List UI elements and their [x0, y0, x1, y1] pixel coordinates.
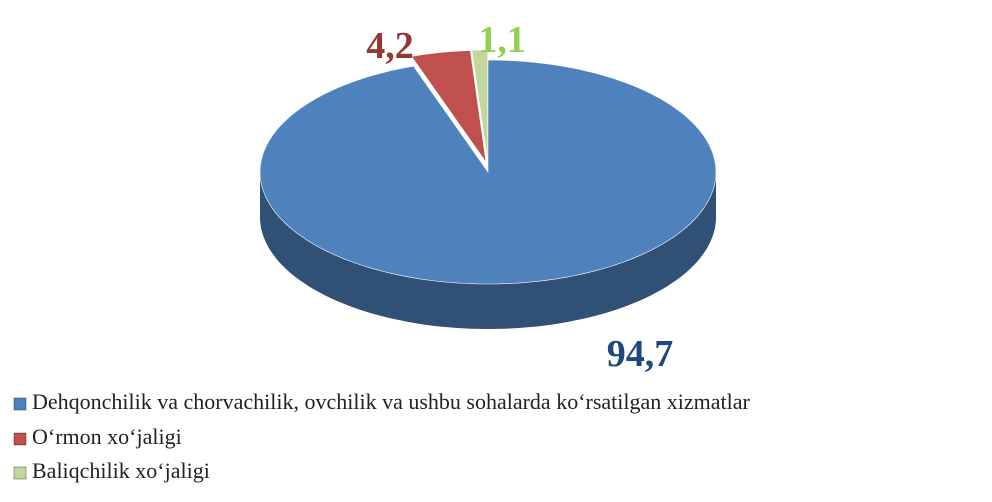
legend-swatch [13, 397, 27, 411]
data-label: 94,7 [607, 333, 674, 375]
slice [259, 59, 717, 285]
slice-side [260, 172, 716, 329]
slice-side-shade [260, 172, 716, 329]
legend-swatch [13, 432, 27, 446]
legend-swatch [13, 466, 27, 480]
slice [471, 49, 488, 163]
slice [410, 50, 487, 163]
data-label: 4,2 [366, 25, 414, 67]
data-label: 1,1 [478, 19, 526, 61]
legend-label: Baliqchilik xo‘jaligi [32, 458, 210, 483]
legend-label: O‘rmon xo‘jaligi [32, 424, 182, 449]
legend-label: Dehqonchilik va chorvachilik, ovchilik v… [32, 389, 751, 414]
